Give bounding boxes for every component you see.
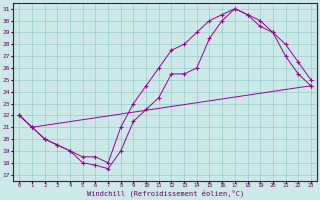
X-axis label: Windchill (Refroidissement éolien,°C): Windchill (Refroidissement éolien,°C) [86,190,244,197]
